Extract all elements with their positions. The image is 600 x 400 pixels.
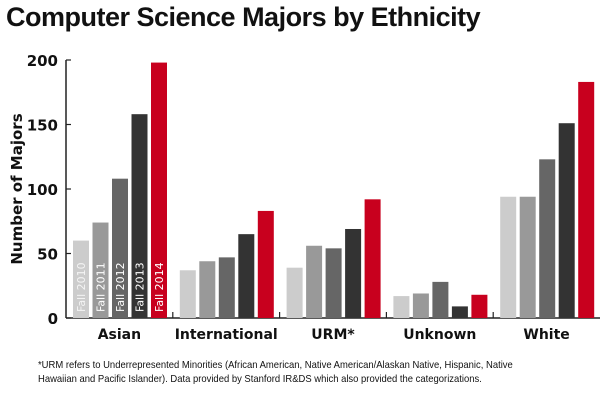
bar-white-fall-2013 xyxy=(558,123,575,319)
bar-white-fall-2014 xyxy=(578,81,595,319)
y-tick-label: 100 xyxy=(27,181,58,199)
series-label: Fall 2011 xyxy=(95,262,108,312)
bar-international-fall-2014 xyxy=(257,210,274,318)
x-tick-label: International xyxy=(175,327,278,343)
y-tick-label: 150 xyxy=(27,117,58,135)
x-tick-label: Asian xyxy=(98,327,141,343)
bar-asian-fall-2011 xyxy=(92,222,109,318)
bar-asian-fall-2013 xyxy=(131,114,148,319)
y-tick-label: 0 xyxy=(48,310,58,328)
bar-international-fall-2011 xyxy=(199,261,216,318)
bar-international-fall-2013 xyxy=(238,234,255,318)
bar-unknown-fall-2014 xyxy=(471,294,488,318)
bar-asian-fall-2010 xyxy=(73,240,89,318)
x-tick-label: URM* xyxy=(311,327,355,343)
footnote: *URM refers to Underrepresented Minoriti… xyxy=(38,359,513,385)
bar-international-fall-2010 xyxy=(179,270,196,318)
series-label: Fall 2012 xyxy=(114,262,127,312)
x-tick-label: White xyxy=(523,327,569,343)
bar-urm-fall-2013 xyxy=(345,228,362,318)
bar-white-fall-2012 xyxy=(539,159,556,318)
y-tick-label: 50 xyxy=(37,246,58,264)
bar-urm-fall-2010 xyxy=(286,267,303,318)
bar-asian-fall-2012 xyxy=(112,178,128,318)
x-tick-label: Unknown xyxy=(403,327,476,343)
bar-asian-fall-2014 xyxy=(151,62,167,318)
bar-unknown-fall-2011 xyxy=(412,293,429,318)
bar-unknown-fall-2012 xyxy=(432,281,449,318)
series-label: Fall 2010 xyxy=(75,262,88,312)
bar-urm-fall-2011 xyxy=(306,245,323,318)
y-tick-label: 200 xyxy=(27,52,58,70)
bar-unknown-fall-2013 xyxy=(451,306,468,318)
bar-urm-fall-2012 xyxy=(325,248,342,318)
bar-white-fall-2010 xyxy=(500,196,517,318)
bar-urm-fall-2014 xyxy=(364,199,381,318)
bar-unknown-fall-2010 xyxy=(393,296,410,318)
series-label: Fall 2014 xyxy=(153,262,166,312)
bar-international-fall-2012 xyxy=(218,257,235,318)
bar-chart: 0 50 100 150 200 Number of Majors Fall 2010 Fal… xyxy=(8,52,600,343)
chart-title: Computer Science Majors by Ethnicity xyxy=(6,2,481,32)
y-axis-label: Number of Majors xyxy=(8,113,26,264)
bar-white-fall-2011 xyxy=(519,196,536,318)
series-label: Fall 2013 xyxy=(134,262,147,312)
